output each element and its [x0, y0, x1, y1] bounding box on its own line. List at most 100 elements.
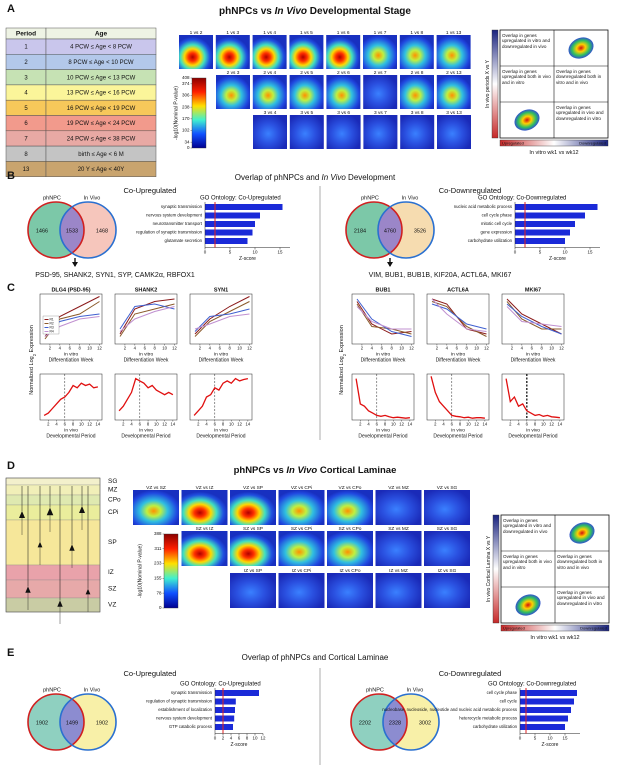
- plot-frame: [189, 373, 253, 421]
- line: [194, 308, 250, 332]
- bar: [215, 715, 235, 722]
- x-tick-label: 14: [483, 422, 488, 427]
- x-tick-label: 14: [96, 422, 101, 427]
- plot-frame: [426, 293, 490, 345]
- x-tick-label: 10: [237, 346, 242, 351]
- x-tick-label: 10: [399, 346, 404, 351]
- quadrant-text: Overlap in genes downregulated both in v…: [556, 69, 602, 85]
- text-part: 2: [32, 353, 37, 356]
- cell-text: 5: [24, 106, 28, 112]
- x-axis-label: In vivo: [214, 427, 228, 433]
- heatmap-tile: [278, 573, 325, 608]
- cell-text: 13 PCW ≤ Age < 16 PCW: [67, 91, 136, 97]
- venn-count: 2184: [354, 228, 366, 234]
- x-axis-label: Developmental Period: [46, 433, 95, 439]
- x-axis-label: Differentiation Week: [511, 357, 556, 363]
- line: [43, 382, 99, 416]
- heatmap-tile: [399, 35, 434, 69]
- text-part: Expression: [339, 325, 345, 354]
- tile-label: SZ vs CPi: [291, 526, 312, 532]
- quadrant-text-box: Overlap in genes upregulated both in viv…: [502, 69, 551, 85]
- panel-label: D: [7, 460, 15, 472]
- cell-text: 20 Y ≤ Age < 40Y: [78, 167, 125, 173]
- text-part: periods X vs Y: [485, 59, 491, 93]
- x-axis-label: In vivo: [139, 427, 153, 433]
- venn-right-outline: [59, 201, 117, 259]
- title: Overlap of phNPCs and In Vivo Developmen…: [235, 173, 396, 182]
- x-tick-label: 10: [162, 346, 167, 351]
- x-tick-label: 12: [247, 346, 252, 351]
- tile-label: IZ vs MZ: [389, 568, 408, 574]
- quadrant-text-box: Overlap in genes upregulated in vitro an…: [502, 33, 550, 49]
- text-part: Normalized Log: [29, 356, 35, 395]
- colorbar-label: -log10(Nominal P-value): [137, 544, 143, 598]
- x-tick-label: 6: [139, 422, 142, 427]
- x-tick-label: 2: [197, 422, 200, 427]
- cell-text: 4: [24, 91, 28, 97]
- legend-ybar: [491, 29, 499, 139]
- bar: [205, 229, 253, 236]
- bar: [205, 204, 283, 210]
- heatmap-tile: [375, 490, 422, 525]
- tile-label: VZ vs SP: [243, 485, 263, 491]
- x-tick-label: 8: [229, 346, 232, 351]
- colorbar-tick-label: 233: [154, 561, 162, 566]
- tile-label: 1 vs 3: [226, 30, 239, 36]
- x-tick-label: 10: [391, 422, 396, 427]
- quadrant-text-box: Overlap in genes downregulated both in v…: [557, 554, 602, 570]
- heatmap-tile: [289, 35, 324, 69]
- x-tick-label: 8: [534, 422, 537, 427]
- legend-y-label: In vivo Cortical Lamina X vs Y: [486, 535, 492, 602]
- neuron-soma: [85, 588, 91, 595]
- go-term: gene expression: [480, 230, 512, 235]
- text-part: phNPCs vs: [234, 465, 287, 476]
- go-term: nervous system development: [156, 716, 213, 721]
- x-axis-label: In vivo: [526, 427, 540, 433]
- tile-label: VZ vs IZ: [196, 485, 214, 491]
- venn-count: 2202: [359, 720, 371, 726]
- x-tick-label: 2: [47, 422, 50, 427]
- bar: [515, 221, 575, 227]
- x-tick-label: 12: [162, 422, 167, 427]
- x-tick-label: 0: [214, 736, 217, 741]
- heatmap-tile: [400, 115, 435, 149]
- bar: [515, 238, 565, 244]
- x-axis-label: Z-score: [239, 256, 256, 262]
- go-title: GO Ontology: Co-Downregulated: [478, 196, 566, 202]
- tile-label: 2 vs 6: [337, 70, 350, 76]
- line: [356, 303, 412, 335]
- plot-frame: [426, 373, 490, 421]
- legend-label: R4: [50, 329, 54, 333]
- panel-label: A: [7, 3, 15, 15]
- x-tick-label: 15: [277, 250, 283, 255]
- line: [119, 303, 175, 330]
- heatmap-tile: [363, 35, 397, 69]
- tile-label: SZ vs SG: [437, 526, 458, 532]
- tile-label: 3 vs 8: [411, 110, 424, 116]
- heatmap-tile: [252, 35, 287, 69]
- tile-label: VZ vs MZ: [388, 485, 409, 491]
- heatmap-tile: [327, 490, 373, 525]
- plot-frame: [501, 373, 565, 421]
- legend-xbar: [499, 139, 609, 147]
- line: [356, 298, 412, 337]
- lamina-label: SG: [108, 478, 117, 485]
- tile-label: 3 vs 6: [337, 110, 350, 116]
- heatmap-tile: [436, 75, 471, 109]
- line: [356, 306, 412, 330]
- cell-text: 16 PCW ≤ Age < 19 PCW: [67, 106, 136, 112]
- cell-text: 7: [24, 137, 28, 143]
- heatmap-tile: [363, 115, 398, 149]
- heading: Co-Downregulated: [439, 669, 502, 678]
- quadrant-text: Overlap in genes upregulated in vitro an…: [503, 518, 552, 534]
- text-part: In vitro: [530, 635, 547, 641]
- x-tick-label: 2: [122, 422, 125, 427]
- colorbar: [191, 77, 207, 149]
- plot-title: SHANK2: [135, 287, 158, 293]
- x-tick-label: 8: [154, 346, 157, 351]
- venn-label: phNPC: [361, 195, 379, 201]
- venn-overlap: [60, 694, 84, 750]
- heatmap-tile: [230, 490, 276, 525]
- text-part: In Vivo: [322, 173, 347, 182]
- x-axis-label: In vitro: [214, 351, 229, 357]
